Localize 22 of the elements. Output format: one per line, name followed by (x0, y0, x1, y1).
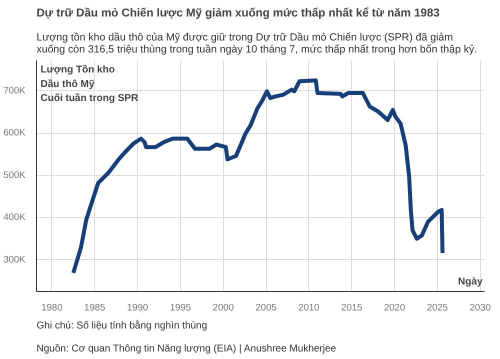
x-tick-label: 1980 (41, 302, 62, 314)
text: Nguồn: Cơ quan Thông tin Năng lượng (EIA) | Anushree Mukherjee (36, 344, 337, 354)
y-tick-label: 500K (3, 170, 26, 181)
y-tick-label: 400K (3, 212, 26, 224)
x-tick-label: 2015 (341, 302, 362, 314)
text: Ghi chú: Số liệu tính bằng nghìn thùng (36, 320, 208, 332)
x-axis-title: Ngày (458, 276, 483, 288)
y-axis-title: Lượng Tồn kho Dầu thô Mỹ Cuối tuần trong SPR (40, 64, 140, 104)
y-tick-label: 600K (3, 128, 26, 139)
y-tick-label: 700K (3, 85, 26, 96)
x-tick-label: 2000 (212, 302, 234, 314)
x-tick-label: 2025 (426, 302, 448, 314)
x-tick-label: 2010 (298, 302, 320, 314)
x-tick-label: 1985 (84, 302, 106, 314)
chart-subtitle: Lượng tồn kho dầu thô của Mỹ được giữ trong Dự trữ Dầu mỏ Chiến lược (SPR) đã giảm xuống còn 316,5 triệu thùng trong tuần ngày 10 tháng 7, mức thấp nhất trong hơn bốn thập kỷ. (36, 32, 478, 56)
x-tick-label: 2005 (256, 302, 277, 314)
x-tick-label: 1990 (127, 302, 148, 314)
x-tick-label: 2020 (384, 302, 406, 314)
y-tick-label: 300K (3, 254, 26, 266)
x-tick-label: 1995 (170, 302, 191, 314)
chart-title: Dự trữ Dầu mỏ Chiến lược Mỹ giảm xuống mức thấp nhất kể từ năm 1983 (36, 6, 440, 20)
x-tick-label: 2030 (470, 302, 491, 314)
